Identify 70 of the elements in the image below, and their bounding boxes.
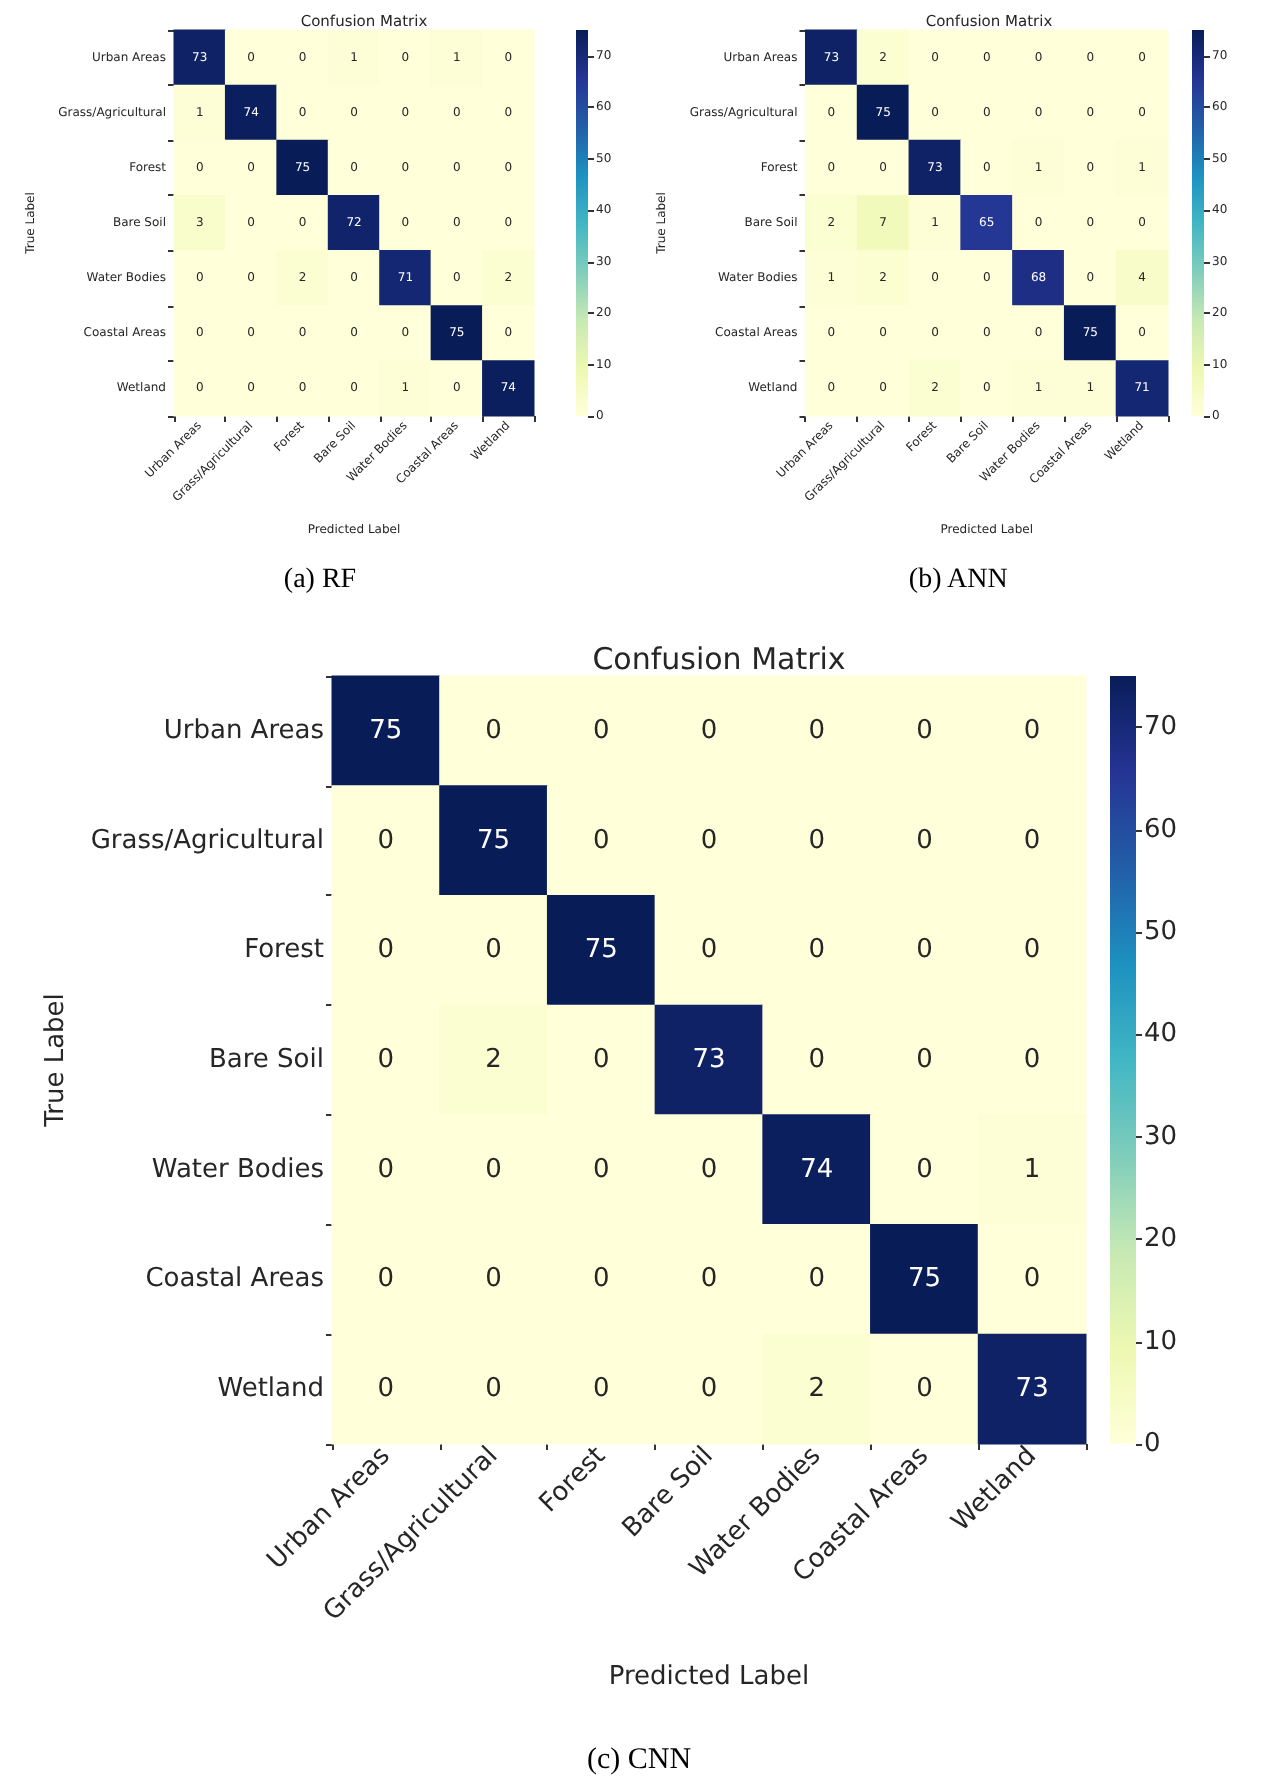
data-label: 0 <box>808 1045 825 1075</box>
data-label: 73 <box>1015 1374 1049 1405</box>
data-label: 0 <box>808 935 825 966</box>
y-tick-label: Wetland <box>217 1374 324 1405</box>
color-bar-label: 0 <box>1144 1429 1161 1459</box>
data-label: 74 <box>800 1154 834 1185</box>
color-bar-label: 50 <box>1144 917 1178 947</box>
y-tick-label: Grass/Agricultural <box>90 825 324 856</box>
color-bar-label: 70 <box>1144 712 1178 743</box>
data-label: 0 <box>377 1374 395 1405</box>
data-label: 75 <box>369 715 403 746</box>
data-label: 75 <box>907 1264 941 1295</box>
data-label: 73 <box>692 1045 726 1075</box>
data-label: 0 <box>700 1374 718 1405</box>
data-label: 75 <box>477 825 511 856</box>
x-axis-title: Predicted Label <box>608 1662 810 1692</box>
data-label: 0 <box>377 1264 395 1295</box>
data-label: 0 <box>593 1045 610 1075</box>
data-label: 0 <box>485 1374 502 1405</box>
data-label: 0 <box>1023 1264 1041 1295</box>
data-label: 0 <box>593 825 610 856</box>
data-label: 0 <box>700 935 718 966</box>
data-label: 0 <box>485 1154 502 1185</box>
y-tick-label: Urban Areas <box>163 715 325 746</box>
data-label: 0 <box>593 1374 610 1405</box>
data-label: 0 <box>485 1264 502 1295</box>
data-label: 0 <box>700 1264 718 1295</box>
data-label: 75 <box>584 935 618 966</box>
text: (c) CNN <box>586 1744 692 1776</box>
data-label: 0 <box>808 715 825 746</box>
text: (a) RF <box>283 565 357 595</box>
data-label: 2 <box>485 1045 502 1075</box>
data-label: 0 <box>485 715 502 746</box>
color-bar-label: 10 <box>1144 1326 1178 1357</box>
data-label: 0 <box>700 1154 718 1185</box>
data-label: 0 <box>1023 715 1041 746</box>
color-bar-label: 40 <box>1144 1019 1178 1050</box>
data-label: 0 <box>1023 825 1041 856</box>
color-bar-label: 60 <box>1144 814 1178 845</box>
color-bar-label: 30 <box>1144 1121 1178 1152</box>
data-label: 0 <box>808 825 825 856</box>
text: (b) ANN <box>908 565 1008 595</box>
data-label: 0 <box>377 825 395 856</box>
data-label: 0 <box>916 825 933 856</box>
data-label: 0 <box>377 1045 395 1075</box>
data-label: 0 <box>916 1374 933 1405</box>
data-label: 0 <box>700 715 718 746</box>
data-label: 0 <box>700 825 718 856</box>
data-label: 0 <box>1023 935 1041 966</box>
data-label: 2 <box>808 1374 825 1405</box>
data-label: 0 <box>377 935 395 966</box>
color-bar-label: 20 <box>1144 1224 1178 1255</box>
data-label: 0 <box>485 935 502 966</box>
y-tick-label: Water Bodies <box>151 1154 325 1185</box>
data-label: 0 <box>593 1154 610 1185</box>
y-axis-title: True Label <box>40 993 71 1129</box>
data-label: 0 <box>808 1264 825 1295</box>
y-tick-label: Forest <box>244 935 324 966</box>
chart-title: Confusion Matrix <box>592 641 846 677</box>
data-label: 1 <box>1023 1154 1041 1185</box>
data-label: 0 <box>916 935 933 966</box>
data-label: 0 <box>593 1264 610 1295</box>
data-label: 0 <box>916 1154 933 1185</box>
data-label: 0 <box>377 1154 395 1185</box>
data-label: 0 <box>593 715 610 746</box>
y-tick-label: Coastal Areas <box>145 1264 325 1295</box>
data-label: 0 <box>916 715 933 746</box>
data-label: 0 <box>916 1045 933 1075</box>
data-label: 0 <box>1023 1045 1041 1075</box>
y-tick-label: Bare Soil <box>208 1045 324 1075</box>
